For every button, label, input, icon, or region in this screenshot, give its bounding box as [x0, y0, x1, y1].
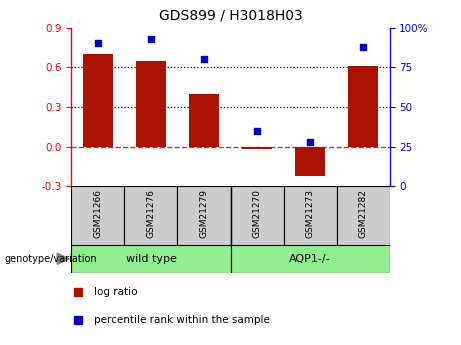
Text: log ratio: log ratio	[94, 287, 137, 297]
Point	[148, 36, 155, 41]
Bar	[124, 186, 177, 245]
Bar	[189, 94, 219, 147]
Point	[359, 44, 366, 49]
Bar	[177, 186, 230, 245]
Polygon shape	[57, 253, 69, 264]
Point	[94, 41, 101, 46]
Point	[306, 139, 313, 145]
Bar	[242, 147, 272, 149]
Text: GSM21276: GSM21276	[147, 189, 155, 238]
Point	[200, 57, 207, 62]
Text: GSM21266: GSM21266	[94, 189, 102, 238]
Text: AQP1-/-: AQP1-/-	[289, 254, 331, 264]
Bar	[296, 147, 325, 176]
Bar	[71, 245, 230, 273]
Bar	[230, 245, 390, 273]
Text: percentile rank within the sample: percentile rank within the sample	[94, 315, 270, 325]
Bar	[337, 186, 390, 245]
Text: wild type: wild type	[125, 254, 177, 264]
Point	[254, 128, 261, 134]
Bar	[136, 61, 165, 147]
Text: GSM21273: GSM21273	[306, 189, 314, 238]
Bar	[71, 186, 124, 245]
Bar	[83, 54, 112, 147]
Bar	[284, 186, 337, 245]
Text: GSM21279: GSM21279	[200, 189, 208, 238]
Text: GSM21270: GSM21270	[253, 189, 261, 238]
Bar	[230, 186, 284, 245]
Text: GDS899 / H3018H03: GDS899 / H3018H03	[159, 9, 302, 23]
Text: GSM21282: GSM21282	[359, 189, 367, 237]
Text: genotype/variation: genotype/variation	[5, 254, 97, 264]
Bar	[349, 66, 378, 147]
